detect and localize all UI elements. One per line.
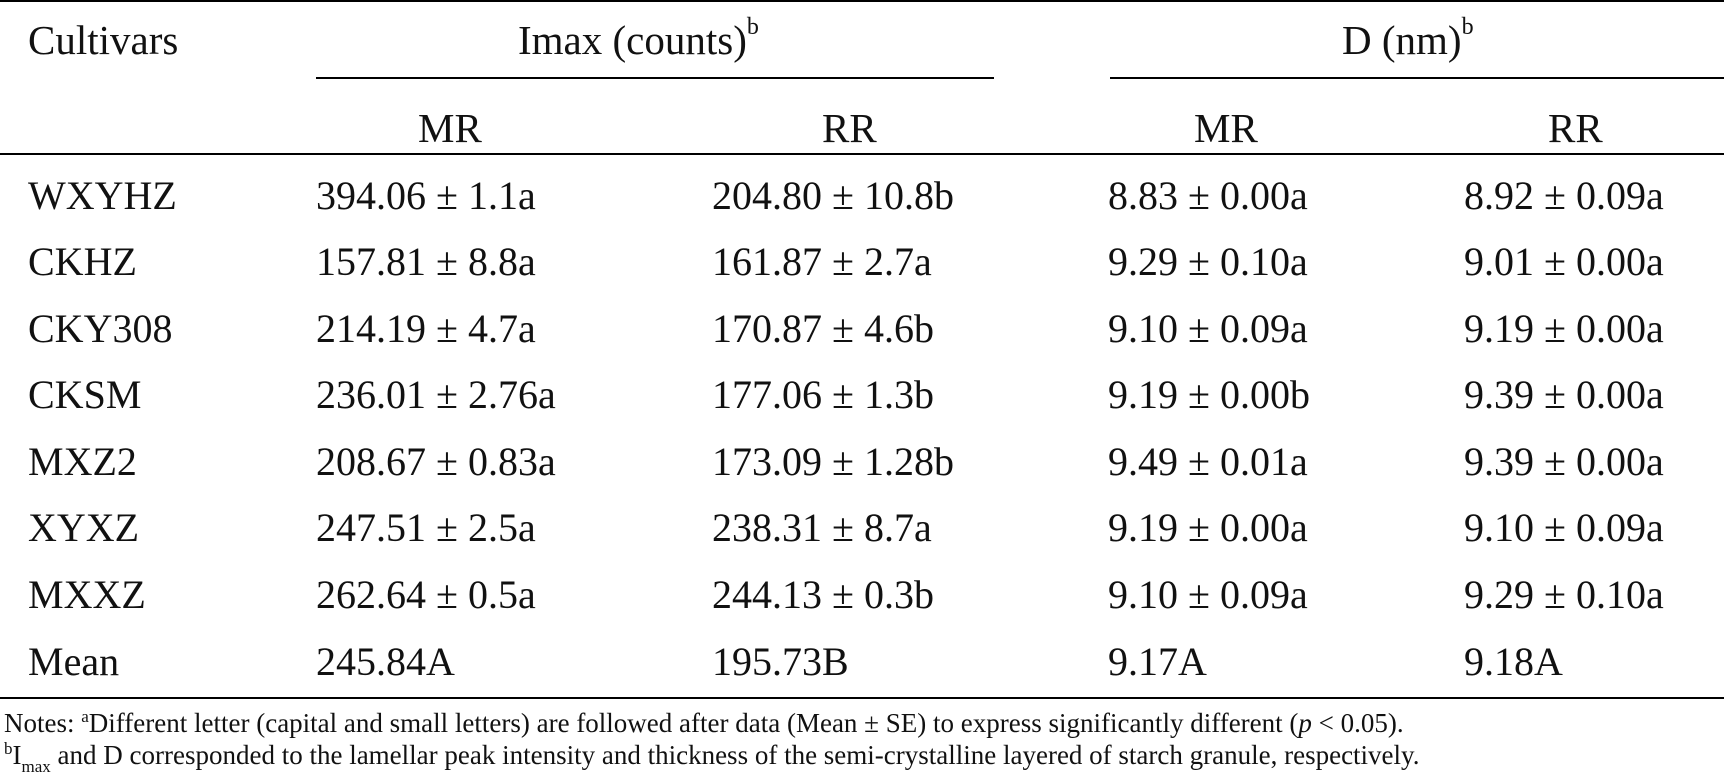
header-imax-group: Imax (counts)b xyxy=(518,14,759,63)
cell-d-rr: 9.01 ± 0.00a xyxy=(1464,239,1664,284)
cell-cultivar: WXYHZ xyxy=(28,173,177,218)
cell-imax-mr: 214.19 ± 4.7a xyxy=(316,306,536,351)
header-d-group: D (nm)b xyxy=(1342,14,1474,63)
cell-imax-rr: 161.87 ± 2.7a xyxy=(712,239,932,284)
cell-d-rr: 9.39 ± 0.00a xyxy=(1464,372,1664,417)
cell-cultivar: Mean xyxy=(28,639,120,684)
header-d-rr: RR xyxy=(1548,105,1603,151)
cell-d-rr: 8.92 ± 0.09a xyxy=(1464,173,1664,218)
footnote-b: bImax and D corresponded to the lamellar… xyxy=(4,739,1420,776)
cell-d-mr: 9.49 ± 0.01a xyxy=(1108,439,1308,484)
cell-d-rr: 9.39 ± 0.00a xyxy=(1464,439,1664,484)
cell-cultivar: CKSM xyxy=(28,372,142,417)
cell-d-mr: 9.10 ± 0.09a xyxy=(1108,306,1308,351)
cell-imax-rr: 177.06 ± 1.3b xyxy=(712,372,934,417)
cell-d-mr: 9.10 ± 0.09a xyxy=(1108,572,1308,617)
imax-group-rule xyxy=(316,77,994,79)
cell-imax-mr: 247.51 ± 2.5a xyxy=(316,505,536,550)
header-d-mr: MR xyxy=(1194,105,1258,151)
cell-d-rr: 9.10 ± 0.09a xyxy=(1464,505,1664,550)
header-bottom-rule xyxy=(0,153,1724,155)
cell-imax-rr: 170.87 ± 4.6b xyxy=(712,306,934,351)
cell-imax-mr: 236.01 ± 2.76a xyxy=(316,372,556,417)
top-rule xyxy=(0,0,1724,2)
cell-imax-rr: 195.73B xyxy=(712,639,849,684)
cell-d-mr: 9.29 ± 0.10a xyxy=(1108,239,1308,284)
cell-imax-mr: 208.67 ± 0.83a xyxy=(316,439,556,484)
cell-imax-mr: 157.81 ± 8.8a xyxy=(316,239,536,284)
cell-imax-mr: 394.06 ± 1.1a xyxy=(316,173,536,218)
cell-d-mr: 9.17A xyxy=(1108,639,1207,684)
cell-d-mr: 9.19 ± 0.00a xyxy=(1108,505,1308,550)
cell-imax-mr: 245.84A xyxy=(316,639,455,684)
cell-d-rr: 9.19 ± 0.00a xyxy=(1464,306,1664,351)
table-bottom-rule xyxy=(0,697,1724,699)
cell-d-mr: 8.83 ± 0.00a xyxy=(1108,173,1308,218)
cell-cultivar: MXZ2 xyxy=(28,439,137,484)
d-group-rule xyxy=(1110,77,1724,79)
cell-d-mr: 9.19 ± 0.00b xyxy=(1108,372,1310,417)
cell-d-rr: 9.18A xyxy=(1464,639,1563,684)
cell-cultivar: XYXZ xyxy=(28,505,140,550)
header-imax-mr: MR xyxy=(418,105,482,151)
cell-cultivar: MXXZ xyxy=(28,572,146,617)
cell-cultivar: CKHZ xyxy=(28,239,137,284)
cell-imax-rr: 244.13 ± 0.3b xyxy=(712,572,934,617)
cell-imax-rr: 204.80 ± 10.8b xyxy=(712,173,954,218)
cell-imax-rr: 238.31 ± 8.7a xyxy=(712,505,932,550)
header-imax-rr: RR xyxy=(822,105,877,151)
header-cultivars: Cultivars xyxy=(28,17,179,63)
cell-d-rr: 9.29 ± 0.10a xyxy=(1464,572,1664,617)
footnote-a: Notes: aDifferent letter (capital and sm… xyxy=(4,707,1404,738)
cell-imax-mr: 262.64 ± 0.5a xyxy=(316,572,536,617)
cell-cultivar: CKY308 xyxy=(28,306,173,351)
cell-imax-rr: 173.09 ± 1.28b xyxy=(712,439,954,484)
